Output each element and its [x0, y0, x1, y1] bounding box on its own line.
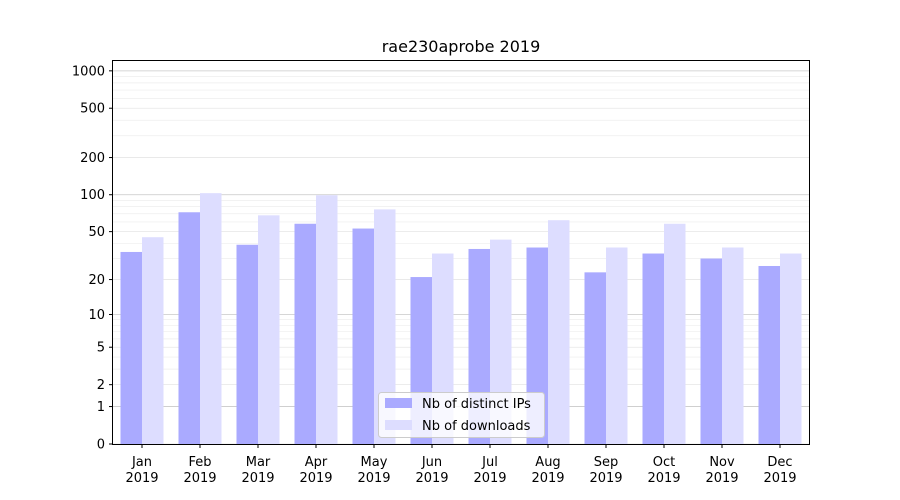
x-tick-label-line: Jan: [131, 455, 152, 470]
bar: [548, 220, 570, 444]
bar: [352, 228, 374, 444]
x-tick-label-line: 2019: [705, 471, 738, 486]
x-tick-label-line: Sep: [594, 455, 619, 470]
bar: [722, 247, 744, 444]
x-tick-label: Dec 2019: [763, 455, 796, 486]
chart-title: rae230aprobe 2019: [382, 37, 541, 56]
y-tick-label: 1: [97, 400, 105, 415]
plot-frame: [112, 60, 810, 445]
x-tick-label-line: 2019: [415, 471, 448, 486]
x-tick-label-line: 2019: [183, 471, 216, 486]
x-tick-label-line: 2019: [647, 471, 680, 486]
bar: [200, 193, 222, 444]
x-tick-label: Mar 2019: [241, 455, 274, 486]
legend-box: [378, 392, 545, 438]
y-tick-label: 20: [88, 273, 105, 288]
x-tick-label-line: Oct: [653, 455, 675, 470]
bar: [606, 247, 628, 444]
x-tick-label-line: Feb: [188, 455, 211, 470]
bar: [642, 253, 664, 444]
y-axis: 0 1 2 5 10 20 50 100 200 500 1000: [72, 64, 113, 453]
bar: [236, 244, 258, 444]
x-tick-label-line: 2019: [125, 471, 158, 486]
legend: Nb of distinct IPs Nb of downloads: [378, 392, 545, 438]
x-tick-label: Feb 2019: [183, 455, 216, 486]
x-tick-label-line: Apr: [305, 455, 328, 470]
x-tick-label-line: 2019: [473, 471, 506, 486]
x-tick-label-line: 2019: [531, 471, 564, 486]
y-tick-label: 2: [97, 378, 105, 393]
x-tick-label-line: 2019: [241, 471, 274, 486]
x-tick-label: Aug 2019: [531, 455, 564, 486]
x-tick-label-line: Mar: [246, 455, 271, 470]
x-tick-label: Apr 2019: [299, 455, 332, 486]
y-tick-label: 200: [80, 151, 105, 166]
bar: [120, 251, 142, 444]
x-tick-label: Nov 2019: [705, 455, 738, 486]
x-tick-label-line: Jul: [481, 455, 498, 470]
x-tick-label-line: Dec: [767, 455, 792, 470]
bar: [664, 223, 686, 444]
bar: [142, 237, 164, 444]
y-tick-label: 5: [97, 341, 105, 356]
x-tick-label-line: Jun: [421, 455, 442, 470]
bar: [700, 258, 722, 444]
x-tick-label-line: May: [361, 455, 388, 470]
x-tick-label: Jul 2019: [473, 455, 506, 486]
legend-swatch-downloads: [385, 420, 412, 430]
x-tick-label-line: 2019: [299, 471, 332, 486]
y-tick-label: 100: [80, 188, 105, 203]
bar: [316, 195, 338, 444]
bar: [374, 209, 396, 444]
x-tick-label: May 2019: [357, 455, 390, 486]
bar: [178, 212, 200, 444]
y-tick-label: 50: [88, 225, 105, 240]
x-tick-label-line: 2019: [589, 471, 622, 486]
bar: [584, 272, 606, 444]
x-tick-label-line: 2019: [763, 471, 796, 486]
bar: [780, 253, 802, 444]
x-tick-label: Jun 2019: [415, 455, 448, 486]
x-tick-label: Oct 2019: [647, 455, 680, 486]
x-tick-label-line: 2019: [357, 471, 390, 486]
x-tick-label: Jan 2019: [125, 455, 158, 486]
legend-swatch-ips: [385, 398, 412, 408]
y-tick-label: 0: [97, 438, 105, 453]
gridlines: [113, 70, 809, 445]
x-tick-label: Sep 2019: [589, 455, 622, 486]
bar: [758, 265, 780, 444]
y-tick-label: 500: [80, 102, 105, 117]
x-tick-label-line: Nov: [709, 455, 735, 470]
y-tick-label: 10: [88, 308, 105, 323]
legend-label-ips: Nb of distinct IPs: [422, 397, 531, 412]
x-tick-label-line: Aug: [535, 455, 560, 470]
bar: [294, 223, 316, 444]
bar: [258, 215, 280, 444]
y-tick-label: 1000: [72, 64, 105, 79]
legend-label-downloads: Nb of downloads: [422, 419, 531, 434]
